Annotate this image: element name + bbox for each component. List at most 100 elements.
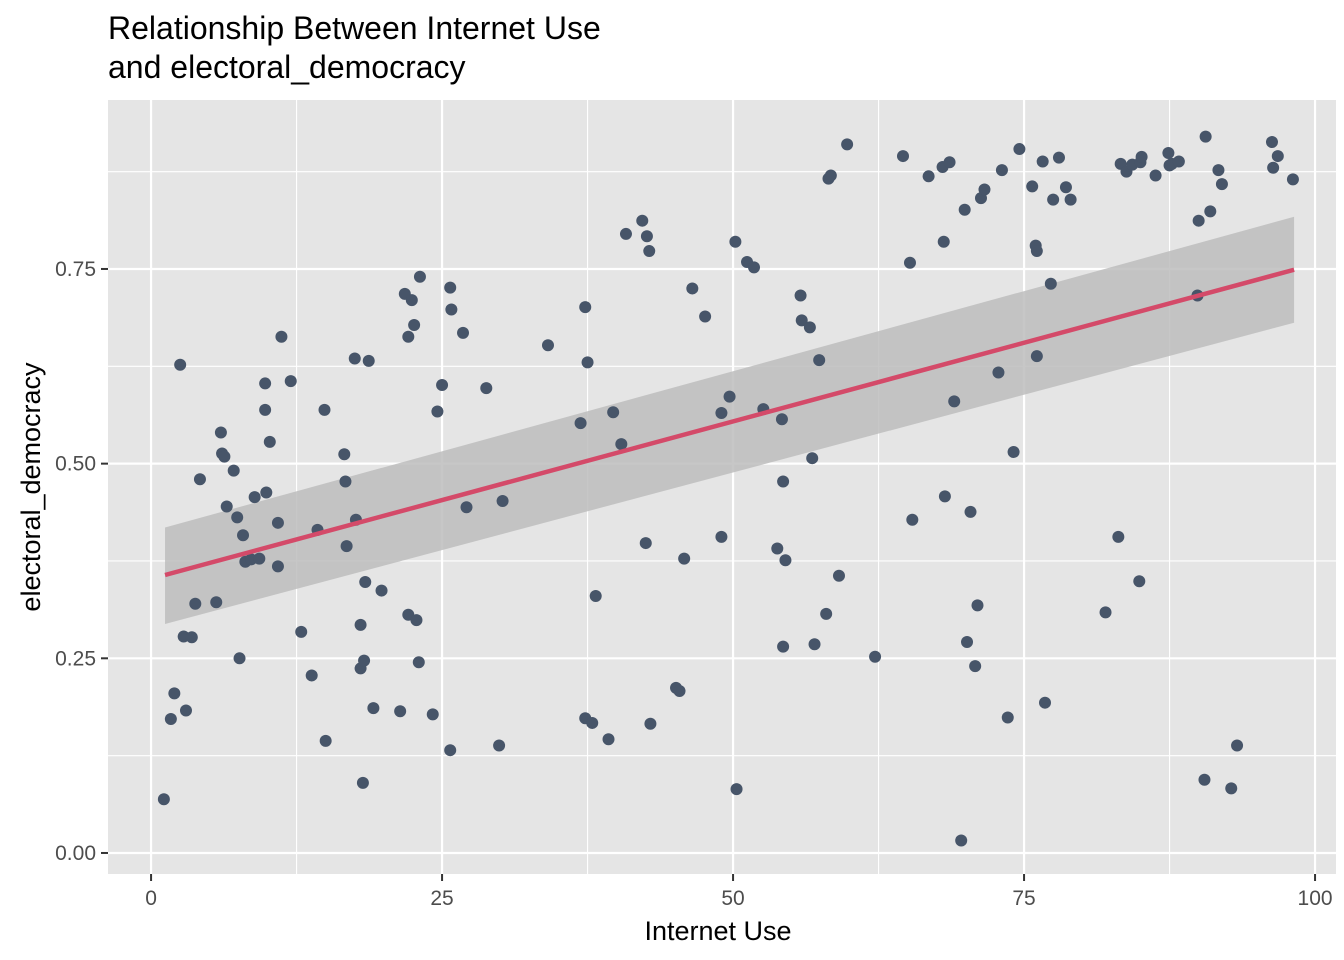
data-point <box>803 321 816 334</box>
y-tick-label: 0.75 <box>55 258 96 281</box>
data-point <box>214 426 227 439</box>
data-point <box>210 596 223 609</box>
data-point <box>1204 205 1217 218</box>
data-point <box>174 358 187 371</box>
data-point <box>1198 773 1211 786</box>
data-point <box>832 569 845 582</box>
y-tick-label: 0.00 <box>55 842 96 865</box>
y-axis-ticks: 0.00 0.25 0.50 0.75 <box>55 258 108 865</box>
data-point <box>1133 575 1146 588</box>
data-point <box>1036 155 1049 168</box>
y-axis-title: electoral_democracy <box>16 362 46 612</box>
data-point <box>1192 214 1205 227</box>
data-point <box>259 377 272 390</box>
data-point <box>227 464 240 477</box>
data-point <box>639 537 652 550</box>
data-point <box>237 529 250 542</box>
data-point <box>253 552 266 565</box>
data-point <box>1231 739 1244 752</box>
data-point <box>906 513 919 526</box>
data-point <box>943 156 956 169</box>
data-point <box>445 303 458 316</box>
regression-line <box>164 267 1295 578</box>
data-point <box>958 203 971 216</box>
data-point <box>961 635 974 648</box>
data-point <box>1013 143 1026 156</box>
data-point <box>896 150 909 163</box>
data-point <box>1064 193 1077 206</box>
data-point <box>1030 245 1043 258</box>
data-point <box>607 406 620 419</box>
data-point <box>402 330 415 343</box>
major-gridlines <box>108 100 1336 874</box>
data-point <box>271 560 284 573</box>
data-point <box>586 716 599 729</box>
data-point <box>305 669 318 682</box>
data-point <box>356 776 369 789</box>
data-point <box>1052 151 1065 164</box>
data-point <box>1271 150 1284 163</box>
data-point <box>436 378 449 391</box>
data-point <box>922 170 935 183</box>
data-point <box>271 516 284 529</box>
data-point <box>164 713 177 726</box>
data-point <box>431 405 444 418</box>
chart-title-line-2: and electoral_democracy <box>108 49 466 85</box>
data-point <box>412 656 425 669</box>
data-point <box>408 319 421 332</box>
data-point <box>715 407 728 420</box>
data-point <box>338 448 351 461</box>
data-point <box>444 744 457 757</box>
data-point <box>1001 711 1014 724</box>
data-point <box>233 652 246 665</box>
data-point <box>1149 169 1162 182</box>
data-point <box>1267 161 1280 174</box>
data-point <box>193 473 206 486</box>
x-tick-label: 25 <box>430 887 453 910</box>
data-point <box>375 584 388 597</box>
data-point <box>157 793 170 806</box>
y-tick-label: 0.25 <box>55 647 96 670</box>
data-point <box>275 330 288 343</box>
data-point <box>723 390 736 403</box>
data-point <box>779 554 792 567</box>
x-tick-label: 0 <box>145 887 157 910</box>
data-point <box>969 660 982 673</box>
data-point <box>619 227 632 240</box>
data-point <box>189 597 202 610</box>
data-point <box>1199 130 1212 143</box>
data-point <box>444 281 457 294</box>
data-point <box>405 294 418 307</box>
x-tick-label: 50 <box>721 887 744 910</box>
data-point <box>218 450 231 463</box>
data-point <box>938 490 951 503</box>
data-point <box>1162 146 1175 159</box>
data-point <box>686 282 699 295</box>
data-point <box>794 289 807 302</box>
data-point <box>168 687 181 700</box>
data-point <box>354 618 367 631</box>
data-point <box>995 164 1008 177</box>
data-point <box>1265 136 1278 149</box>
data-point <box>426 708 439 721</box>
data-point <box>729 235 742 248</box>
data-point <box>480 382 493 395</box>
data-point <box>1044 277 1057 290</box>
data-point <box>678 552 691 565</box>
data-point <box>367 702 380 715</box>
data-point <box>1059 181 1072 194</box>
data-point <box>348 352 361 365</box>
data-point <box>1026 180 1039 193</box>
data-point <box>581 356 594 369</box>
data-point <box>496 495 509 508</box>
data-point <box>319 734 332 747</box>
data-point <box>820 607 833 620</box>
data-point <box>1172 155 1185 168</box>
x-axis-ticks: 0 25 50 75 100 <box>145 874 1333 910</box>
x-tick-label: 100 <box>1298 887 1333 910</box>
data-point <box>730 783 743 796</box>
data-point <box>1112 530 1125 543</box>
data-point <box>806 452 819 465</box>
data-point <box>340 540 353 553</box>
